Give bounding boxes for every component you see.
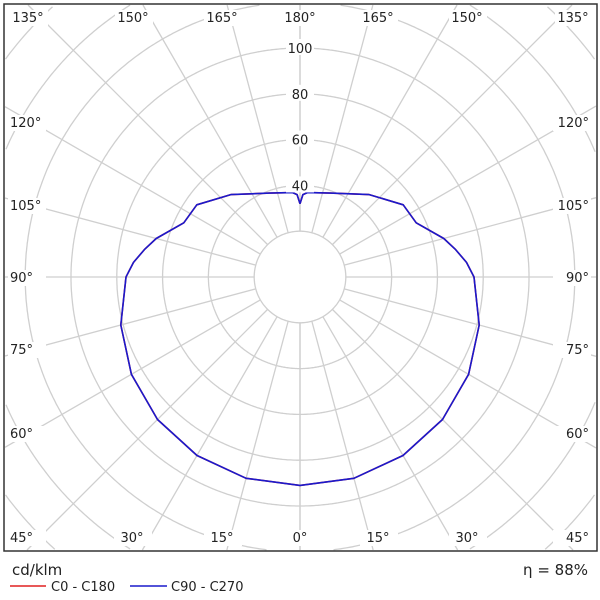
angle-label-bg bbox=[555, 10, 593, 26]
angle-label-bottom: 15° bbox=[366, 531, 389, 546]
grid-spoke bbox=[311, 321, 374, 551]
curves bbox=[120, 191, 480, 487]
angle-label-top: 135° bbox=[12, 11, 43, 26]
angle-label-right: 75° bbox=[566, 343, 589, 358]
grid-spoke bbox=[4, 288, 256, 357]
grid-spoke bbox=[311, 4, 374, 233]
angle-label-bg bbox=[115, 10, 153, 26]
angle-label-bg bbox=[553, 115, 591, 131]
plot-border bbox=[3, 3, 598, 552]
angle-label-bg bbox=[553, 342, 591, 358]
angle-label-left: 105° bbox=[10, 199, 41, 214]
angle-label-bg bbox=[8, 115, 46, 131]
angle-label-left: 90° bbox=[10, 271, 33, 286]
unit-label: cd/klm bbox=[12, 561, 62, 579]
grid-circle bbox=[4, 6, 596, 550]
angle-label-bg bbox=[449, 530, 487, 546]
tick-label-bg bbox=[286, 84, 314, 101]
angle-label-right: 90° bbox=[566, 271, 589, 286]
legend-label-c0: C0 - C180 bbox=[51, 580, 115, 595]
curve-c90-c270 bbox=[120, 191, 480, 487]
grid-spoke bbox=[322, 4, 458, 238]
grid-spoke bbox=[331, 308, 574, 551]
angle-label-bg bbox=[282, 530, 320, 546]
angle-label-bg bbox=[8, 270, 46, 286]
axis-labels: 40 60 80 100 135° 150° 165° 180° 165° 150° 135° 120… bbox=[8, 10, 593, 546]
angle-label-bg bbox=[8, 530, 46, 546]
angle-label-right: 45° bbox=[566, 531, 589, 546]
efficiency-label: η = 88% bbox=[523, 561, 588, 579]
angle-label-left: 45° bbox=[10, 531, 33, 546]
angle-label-bg bbox=[553, 530, 591, 546]
angle-label-bg bbox=[449, 10, 487, 26]
grid-spoke bbox=[4, 197, 256, 266]
grid-spoke bbox=[339, 299, 597, 449]
grid-spoke bbox=[331, 4, 573, 246]
angle-label-bg bbox=[553, 198, 591, 214]
grid-spoke bbox=[142, 4, 278, 238]
tick-label-bg bbox=[286, 39, 314, 55]
grid-circle bbox=[5, 4, 596, 550]
angle-label-bottom: 30° bbox=[120, 531, 143, 546]
angle-label-bg bbox=[553, 426, 591, 442]
angle-label-right: 105° bbox=[558, 199, 589, 214]
grid-spoke bbox=[226, 321, 289, 551]
angle-label-bottom: 0° bbox=[293, 531, 308, 546]
angle-label-bg bbox=[8, 342, 46, 358]
angle-label-bg bbox=[553, 270, 591, 286]
radial-tick-label: 100 bbox=[288, 42, 313, 57]
angle-label-left: 75° bbox=[10, 343, 33, 358]
grid-spoke bbox=[27, 4, 269, 246]
angle-label-top: 180° bbox=[284, 11, 315, 26]
angle-label-bg bbox=[360, 10, 398, 26]
angle-label-bg bbox=[10, 10, 48, 26]
angle-label-bg bbox=[8, 426, 46, 442]
angle-label-bg bbox=[204, 530, 242, 546]
tick-label-bg bbox=[286, 130, 314, 147]
grid-spoke bbox=[322, 316, 459, 551]
legend-label-c90: C90 - C270 bbox=[171, 580, 243, 595]
angle-label-right: 120° bbox=[558, 116, 589, 131]
angle-label-bg bbox=[204, 10, 242, 26]
angle-label-bg bbox=[114, 530, 152, 546]
radial-tick-label: 40 bbox=[292, 179, 309, 194]
grid-spoke bbox=[4, 106, 261, 255]
angle-label-bottom: 15° bbox=[210, 531, 233, 546]
grid-spoke bbox=[4, 299, 261, 448]
grid-spoke bbox=[26, 308, 269, 551]
grid-circle bbox=[253, 230, 347, 324]
angle-label-bg bbox=[8, 198, 46, 214]
angle-label-bg bbox=[282, 10, 320, 26]
angle-label-top: 135° bbox=[557, 11, 588, 26]
angle-label-left: 120° bbox=[10, 116, 41, 131]
angle-label-top: 150° bbox=[117, 11, 148, 26]
grid-spoke bbox=[226, 4, 289, 233]
angle-label-bottom: 30° bbox=[455, 531, 478, 546]
radial-tick-label: 60 bbox=[292, 134, 309, 149]
grid-spoke bbox=[141, 316, 278, 551]
angle-label-top: 165° bbox=[206, 11, 237, 26]
angle-label-top: 165° bbox=[362, 11, 393, 26]
angle-label-left: 60° bbox=[10, 427, 33, 442]
radial-tick-label: 80 bbox=[292, 88, 309, 103]
angle-label-right: 60° bbox=[566, 427, 589, 442]
angle-label-top: 150° bbox=[451, 11, 482, 26]
tick-label-bg bbox=[286, 176, 314, 193]
angle-label-bg bbox=[360, 530, 398, 546]
